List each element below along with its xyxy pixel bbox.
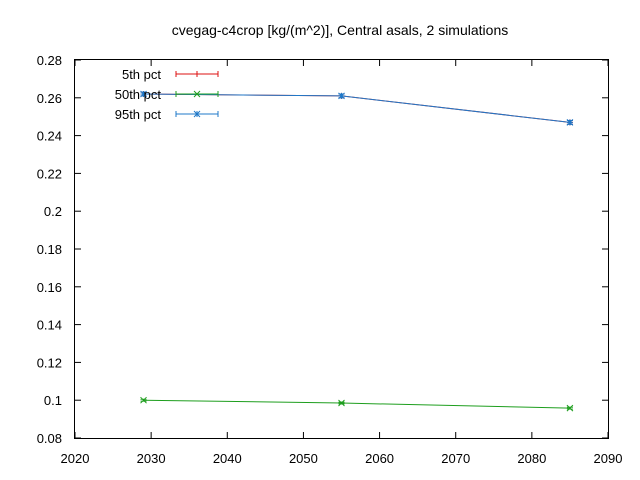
data-point xyxy=(338,92,345,100)
x-tick-label: 2080 xyxy=(517,451,546,466)
x-tick-label: 2020 xyxy=(61,451,90,466)
legend-marker xyxy=(193,110,201,118)
legend-marker xyxy=(194,71,200,77)
y-tick-label: 0.1 xyxy=(44,393,62,408)
legend-label: 50th pct xyxy=(115,87,162,102)
y-tick-label: 0.26 xyxy=(37,91,62,106)
plot-frame xyxy=(74,59,609,439)
y-tick-label: 0.16 xyxy=(37,280,62,295)
legend-marker xyxy=(193,90,201,98)
axis-ticks: 2020 2030 2040 2050 2060 2070 2080 2090 0.08 0.1 0… xyxy=(37,53,623,466)
data-point xyxy=(566,404,574,412)
y-tick-label: 0.28 xyxy=(37,53,62,68)
legend-label: 5th pct xyxy=(122,67,161,82)
y-tick-label: 0.12 xyxy=(37,355,62,370)
y-tick-label: 0.08 xyxy=(37,431,62,446)
data-point xyxy=(140,396,147,404)
y-tick-label: 0.18 xyxy=(37,242,62,257)
y-tick-label: 0.2 xyxy=(44,204,62,219)
series-2 xyxy=(140,396,574,412)
x-tick-label: 2090 xyxy=(594,451,623,466)
x-tick-label: 2060 xyxy=(365,451,394,466)
x-tick-label: 2040 xyxy=(213,451,242,466)
data-point xyxy=(566,119,574,126)
series-3 xyxy=(140,90,574,126)
y-tick-label: 0.22 xyxy=(37,166,62,181)
data-point xyxy=(140,90,147,98)
series-layer xyxy=(140,90,574,412)
x-tick-label: 2050 xyxy=(289,451,318,466)
legend-label: 95th pct xyxy=(115,107,162,122)
x-tick-label: 2030 xyxy=(137,451,166,466)
y-tick-label: 0.14 xyxy=(37,318,62,333)
chart-title: cvegag-c4crop [kg/(m^2)], Central asals,… xyxy=(172,22,508,38)
data-point xyxy=(338,399,345,407)
legend: 5th pct 50th pct 95th pct xyxy=(115,67,219,122)
x-tick-label: 2070 xyxy=(441,451,470,466)
y-tick-label: 0.24 xyxy=(37,129,62,144)
